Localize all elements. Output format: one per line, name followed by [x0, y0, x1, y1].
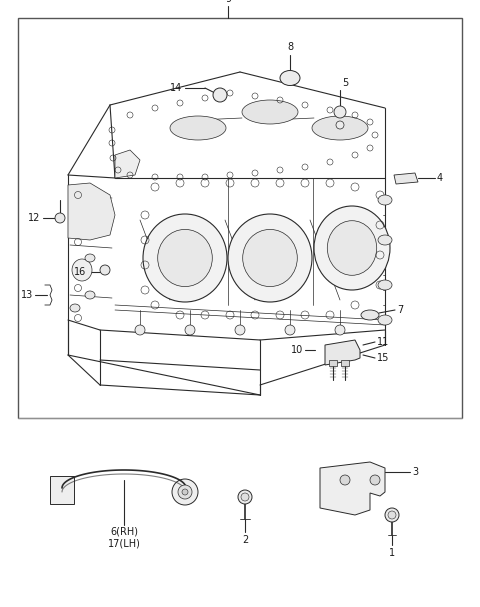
- Ellipse shape: [378, 315, 392, 325]
- Ellipse shape: [378, 195, 392, 205]
- Polygon shape: [115, 150, 140, 178]
- Circle shape: [388, 511, 396, 519]
- Ellipse shape: [143, 214, 227, 302]
- Circle shape: [55, 213, 65, 223]
- Ellipse shape: [85, 254, 95, 262]
- Circle shape: [100, 265, 110, 275]
- Ellipse shape: [158, 229, 212, 287]
- Ellipse shape: [85, 291, 95, 299]
- Text: 1: 1: [389, 548, 395, 558]
- Bar: [18, 18, 462, 418]
- Ellipse shape: [280, 70, 300, 86]
- Circle shape: [172, 479, 198, 505]
- Ellipse shape: [71, 205, 93, 235]
- Text: 9: 9: [225, 0, 231, 4]
- Text: 8: 8: [287, 42, 293, 52]
- Circle shape: [135, 325, 145, 335]
- Circle shape: [385, 508, 399, 522]
- Polygon shape: [329, 360, 337, 366]
- Ellipse shape: [378, 280, 392, 290]
- Text: 4: 4: [437, 173, 443, 183]
- Ellipse shape: [378, 235, 392, 245]
- Circle shape: [336, 121, 344, 129]
- Text: 12: 12: [28, 213, 40, 223]
- Ellipse shape: [228, 214, 312, 302]
- Text: 2: 2: [242, 535, 248, 545]
- FancyBboxPatch shape: [50, 476, 74, 504]
- Ellipse shape: [70, 304, 80, 312]
- Circle shape: [241, 493, 249, 501]
- Circle shape: [185, 325, 195, 335]
- Ellipse shape: [327, 221, 377, 276]
- Ellipse shape: [314, 206, 390, 290]
- Text: 16: 16: [74, 267, 86, 277]
- Text: 5: 5: [342, 78, 348, 88]
- Text: 7: 7: [397, 305, 403, 315]
- Ellipse shape: [170, 116, 226, 140]
- Circle shape: [285, 325, 295, 335]
- Text: 3: 3: [412, 467, 418, 477]
- Circle shape: [238, 490, 252, 504]
- Polygon shape: [394, 173, 418, 184]
- Circle shape: [213, 88, 227, 102]
- Polygon shape: [341, 360, 349, 366]
- Polygon shape: [320, 462, 385, 515]
- Ellipse shape: [72, 259, 92, 281]
- Circle shape: [334, 106, 346, 118]
- Ellipse shape: [242, 100, 298, 124]
- Ellipse shape: [243, 229, 297, 287]
- Text: 14: 14: [170, 83, 182, 93]
- Ellipse shape: [361, 310, 379, 320]
- Polygon shape: [68, 183, 115, 240]
- Circle shape: [335, 325, 345, 335]
- Circle shape: [340, 475, 350, 485]
- Ellipse shape: [312, 116, 368, 140]
- Text: 13: 13: [21, 290, 33, 300]
- Text: 15: 15: [377, 353, 389, 363]
- Circle shape: [182, 489, 188, 495]
- Circle shape: [178, 485, 192, 499]
- Polygon shape: [325, 340, 360, 365]
- Circle shape: [235, 325, 245, 335]
- Circle shape: [370, 475, 380, 485]
- Text: 6(RH)
17(LH): 6(RH) 17(LH): [108, 527, 141, 549]
- Text: 11: 11: [377, 337, 389, 347]
- Text: 10: 10: [291, 345, 303, 355]
